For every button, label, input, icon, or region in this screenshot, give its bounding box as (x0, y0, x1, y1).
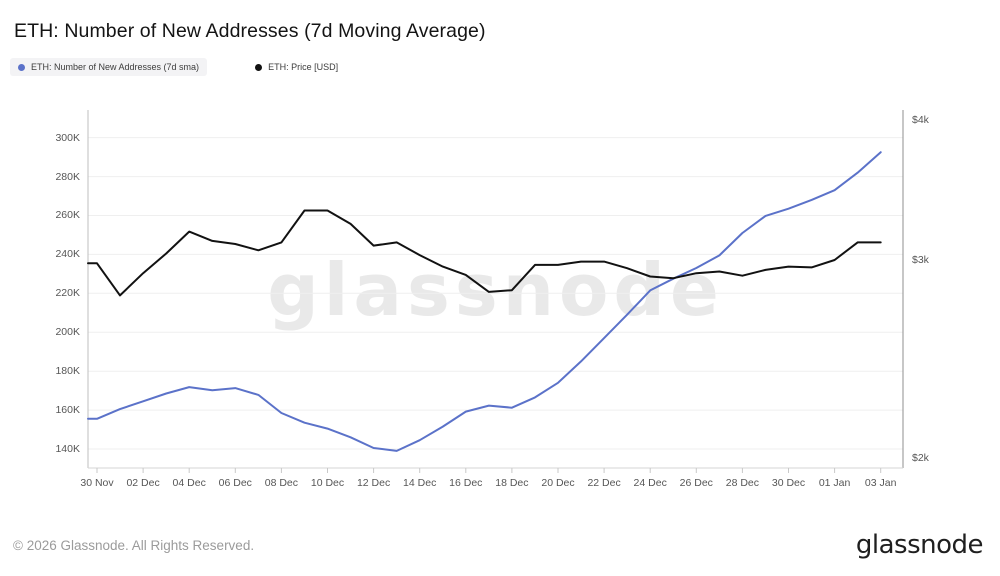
x-axis-tick-label: 24 Dec (633, 477, 667, 489)
glassnode-logo: glassnode (855, 530, 984, 560)
x-axis-tick-label: 02 Dec (126, 477, 160, 489)
x-axis-tick-label: 16 Dec (449, 477, 483, 489)
left-axis-tick-label: 240K (55, 248, 80, 261)
x-axis-tick-label: 26 Dec (679, 477, 713, 489)
right-axis-tick-label: $3k (912, 254, 929, 266)
chart-title: ETH: Number of New Addresses (7d Moving … (14, 20, 486, 42)
left-axis-tick-label: 160K (55, 404, 80, 417)
legend-dot-black-icon (255, 63, 263, 71)
x-axis-tick-label: 30 Dec (771, 477, 806, 489)
x-axis-tick-label: 06 Dec (218, 477, 252, 489)
footer-copyright: © 2026 Glassnode. All Rights Reserved. (13, 538, 255, 553)
x-axis-tick-label: 10 Dec (310, 477, 345, 489)
x-axis-tick-label: 03 Jan (864, 477, 897, 489)
x-axis-tick-label: 14 Dec (403, 477, 437, 489)
x-axis-tick-label: 18 Dec (495, 477, 529, 489)
chart-legend: ETH: Number of New Addresses (7d sma) ET… (10, 58, 346, 76)
series-line-new-addresses (87, 151, 882, 452)
left-axis-tick-label: 140K (55, 443, 80, 455)
left-axis-tick-label: 200K (55, 326, 80, 339)
left-axis-tick-label: 260K (55, 209, 80, 222)
x-axis-tick-label: 20 Dec (541, 477, 575, 489)
x-axis-tick-label: 22 Dec (587, 477, 621, 489)
x-axis-tick-label: 04 Dec (172, 477, 206, 489)
left-axis-tick-label: 220K (55, 287, 80, 300)
legend-item-price[interactable]: ETH: Price [USD] (247, 58, 346, 76)
x-axis-tick-label: 12 Dec (356, 477, 391, 489)
legend-label-new-addresses: ETH: Number of New Addresses (7d sma) (31, 62, 200, 72)
right-axis-tick-label: $4k (912, 113, 929, 126)
series-line-price (87, 209, 882, 297)
glassnode-watermark: glassnode (267, 248, 724, 332)
x-axis-tick-label: 01 Jan (818, 477, 851, 489)
left-axis-tick-label: 180K (55, 365, 80, 378)
legend-dot-blue-icon (18, 63, 25, 71)
legend-item-new-addresses[interactable]: ETH: Number of New Addresses (7d sma) (10, 58, 208, 76)
x-axis-tick-label: 28 Dec (725, 477, 760, 489)
left-axis-tick-label: 300K (55, 131, 80, 144)
right-axis-tick-label: $2k (912, 451, 929, 464)
left-axis-tick-label: 280K (55, 170, 80, 183)
x-axis-tick-label: 30 Nov (80, 477, 114, 489)
x-axis-tick-label: 08 Dec (264, 477, 299, 489)
legend-label-price: ETH: Price [USD] (268, 62, 339, 72)
